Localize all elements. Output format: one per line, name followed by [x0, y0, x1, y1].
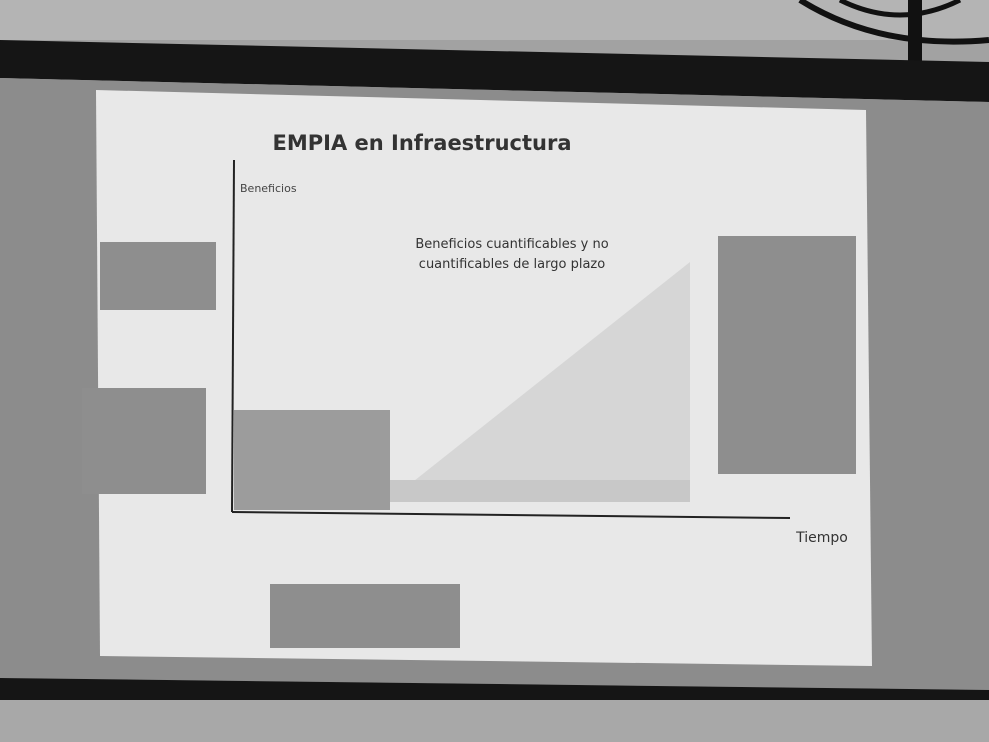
side-box: [82, 388, 206, 494]
side-box: [100, 242, 216, 310]
annotation: cuantificables de largo plazo: [419, 257, 605, 272]
slide-title: EMPIA en Infraestructura: [273, 131, 572, 155]
floor-wall: [0, 700, 989, 742]
cost-block: [234, 410, 390, 510]
annotation: Beneficios cuantificables y no: [415, 237, 608, 252]
page: EMPIA en Infraestructura Beneficios Bene…: [0, 0, 989, 742]
photo: EMPIA en Infraestructura Beneficios Bene…: [0, 0, 989, 742]
x-axis-label: Tiempo: [795, 530, 848, 546]
bottom-box: [270, 584, 460, 648]
y-axis-label: Beneficios: [240, 182, 297, 195]
side-box: [718, 236, 856, 474]
base-block: [390, 480, 690, 502]
